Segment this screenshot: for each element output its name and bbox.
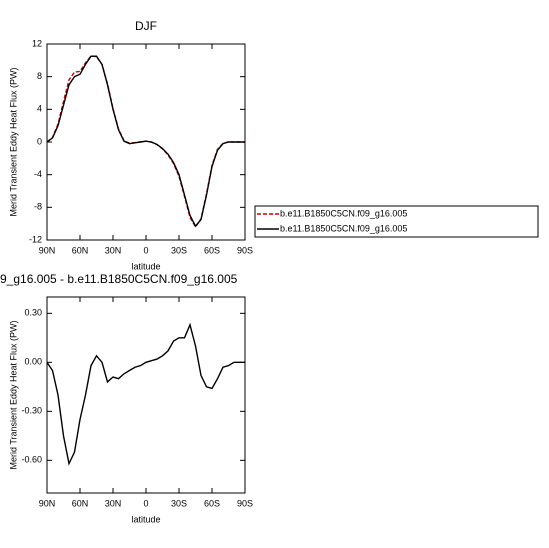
y-tick-label: -0.60	[21, 455, 42, 465]
data-line	[46, 322, 245, 466]
x-tick-label: 0	[143, 245, 148, 255]
x-tick-label: 30S	[171, 245, 187, 255]
y-tick-label: 8	[37, 71, 42, 81]
plot-frame	[46, 296, 246, 494]
y-tick-label: -12	[29, 234, 42, 244]
x-tick-label: 30N	[105, 245, 122, 255]
x-axis-label: latitude	[131, 514, 160, 524]
x-tick-label: 60N	[72, 245, 89, 255]
y-tick-label: 12	[32, 38, 42, 48]
chart-title: DJF	[135, 19, 157, 33]
legend-box	[254, 205, 539, 238]
y-axis-label: Merid Transient Eddy Heat Flux (PW)	[8, 320, 18, 469]
chart-title: 9_g16.005 - b.e11.B1850C5CN.f09_g16.005	[0, 272, 238, 286]
x-tick-label: 60S	[204, 498, 220, 508]
x-axis-label: latitude	[131, 261, 160, 271]
data-line	[46, 55, 245, 228]
plot-frame	[46, 43, 246, 241]
y-tick-label: 0	[37, 136, 42, 146]
x-tick-label: 90N	[39, 498, 56, 508]
y-tick-label: 0.00	[24, 357, 42, 367]
y-tick-label: -4	[34, 169, 42, 179]
y-tick-label: -0.30	[21, 406, 42, 416]
x-tick-label: 90S	[237, 245, 253, 255]
x-tick-label: 30S	[171, 498, 187, 508]
legend-label: b.e11.B1850C5CN.f09_g16.005	[280, 208, 407, 218]
x-tick-label: 0	[143, 498, 148, 508]
x-tick-label: 90S	[237, 498, 253, 508]
y-tick-label: -8	[34, 202, 42, 212]
y-tick-label: 4	[37, 104, 42, 114]
x-tick-label: 90N	[39, 245, 56, 255]
x-tick-label: 60S	[204, 245, 220, 255]
y-axis-label: Merid Transient Eddy Heat Flux (PW)	[8, 67, 18, 216]
x-tick-label: 60N	[72, 498, 89, 508]
y-tick-label: 0.30	[24, 308, 42, 318]
legend-label: b.e11.B1850C5CN.f09_g16.005	[280, 223, 407, 233]
x-tick-label: 30N	[105, 498, 122, 508]
